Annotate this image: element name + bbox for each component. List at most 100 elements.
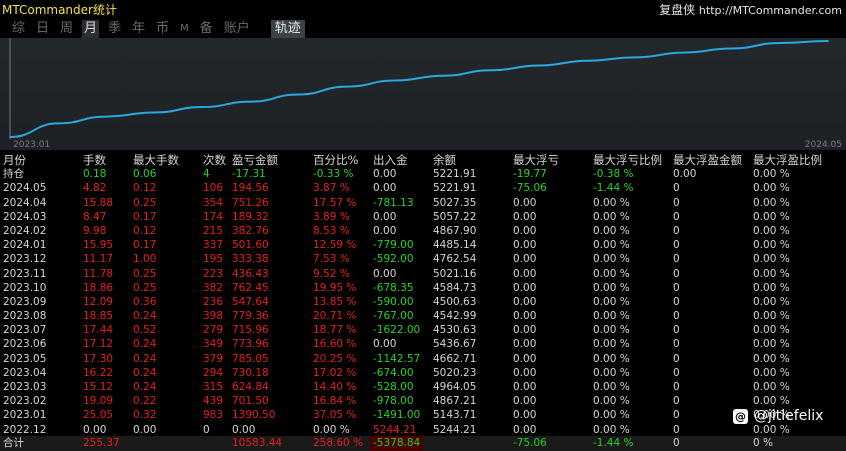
tab-trajectory[interactable]: 轨迹 bbox=[270, 20, 305, 38]
table-cell: 5221.91 bbox=[433, 168, 477, 181]
table-cell: 0.00 % bbox=[753, 295, 790, 308]
table-row: 2024.02 9.98 0.12 215 382.76 8.53 % 0.00 4867.9… bbox=[0, 224, 846, 238]
table-cell: 0.22 bbox=[133, 395, 157, 408]
table-cell: 354 bbox=[203, 196, 224, 209]
table-cell: 0 bbox=[673, 196, 680, 209]
table-cell: 5143.71 bbox=[433, 409, 477, 422]
app-title: MTCommander统计 bbox=[2, 3, 117, 17]
brand-url-link[interactable]: http://MTCommander.com bbox=[698, 4, 842, 17]
tab-3[interactable]: 月 bbox=[82, 20, 100, 38]
table-cell: 0.06 bbox=[133, 168, 157, 181]
total-cell: -5378.84 bbox=[370, 436, 424, 451]
table-cell: 8.47 bbox=[83, 210, 107, 223]
table-row: 2022.12 0.00 0.00 0 0.00 0.00 % 5244.21 5244.21… bbox=[0, 423, 846, 437]
table-cell: 0.00 % bbox=[753, 310, 790, 323]
table-cell: 0.18 bbox=[83, 168, 107, 181]
table-cell: 2023.02 bbox=[3, 395, 47, 408]
table-cell: 5221.91 bbox=[433, 182, 477, 195]
table-cell: 0 bbox=[673, 409, 680, 422]
table-cell: 106 bbox=[203, 182, 224, 195]
monthly-stats-table: 月份 手数 最大手数 次数 盈亏金额 百分比% 出入金 余额 最大浮亏 最大浮亏比例 最大浮盈金额最… bbox=[0, 153, 846, 437]
table-cell: 0 bbox=[673, 281, 680, 294]
table-cell: 2024.03 bbox=[3, 210, 47, 223]
table-cell: 785.05 bbox=[232, 352, 269, 365]
total-cell: 合计 bbox=[3, 437, 24, 449]
table-cell: 0.00 % bbox=[593, 310, 630, 323]
table-cell: 0.00 bbox=[133, 423, 157, 436]
table-cell: 月份 bbox=[3, 153, 26, 167]
tab-2[interactable]: 周 bbox=[60, 21, 74, 36]
total-cell: 0 bbox=[673, 437, 680, 449]
table-cell: 501.60 bbox=[232, 239, 269, 252]
table-cell: 5021.16 bbox=[433, 267, 477, 280]
equity-point bbox=[346, 85, 348, 88]
table-cell: 盈亏金额 bbox=[232, 153, 278, 167]
table-cell: -1142.57 bbox=[373, 352, 421, 365]
table-cell: 195 bbox=[203, 253, 224, 266]
table-cell: 0 bbox=[673, 366, 680, 379]
tab-9[interactable]: 账户 bbox=[223, 21, 250, 36]
brand[interactable]: 复盘侠 http://MTCommander.com bbox=[659, 1, 842, 18]
equity-point bbox=[779, 42, 781, 44]
table-cell: -1.44 % bbox=[593, 182, 634, 195]
equity-curve-svg bbox=[9, 38, 829, 139]
table-row: 2023.03 15.12 0.24 315 624.84 14.40 % -528.00 4… bbox=[0, 380, 846, 394]
table-cell: 4867.90 bbox=[433, 224, 477, 237]
table-cell: 0.00 % bbox=[753, 338, 790, 351]
table-cell: 0.17 bbox=[133, 210, 157, 223]
table-cell: 4964.05 bbox=[433, 381, 477, 393]
table-cell: 0.00 bbox=[373, 267, 397, 280]
table-cell: 0 bbox=[673, 267, 680, 280]
table-cell: 0.00 bbox=[373, 168, 397, 181]
tab-6[interactable]: 币 bbox=[156, 21, 170, 36]
table-cell: -1491.00 bbox=[373, 409, 421, 422]
table-cell: -592.00 bbox=[373, 253, 414, 266]
tab-5[interactable]: 年 bbox=[132, 21, 146, 36]
table-cell: 2023.08 bbox=[3, 310, 47, 323]
table-cell: 4867.21 bbox=[433, 395, 477, 408]
table-cell: -781.13 bbox=[373, 196, 414, 209]
table-cell: 0.00 bbox=[513, 324, 537, 337]
table-cell: 19.95 % bbox=[313, 281, 357, 294]
tab-7[interactable]: M bbox=[180, 23, 189, 34]
table-cell: 0 bbox=[673, 381, 680, 393]
table-cell: 0 bbox=[673, 352, 680, 365]
table-cell: 0.00 % bbox=[593, 239, 630, 252]
equity-point bbox=[201, 106, 204, 108]
table-cell: 0 bbox=[673, 210, 680, 223]
table-cell: 174 bbox=[203, 210, 224, 223]
tab-4[interactable]: 季 bbox=[108, 21, 122, 36]
table-row: 2023.09 12.09 0.36 236 547.64 13.85 % -590.00 4… bbox=[0, 295, 846, 309]
tab-1[interactable]: 日 bbox=[36, 21, 50, 36]
table-cell: 37.05 % bbox=[313, 409, 357, 422]
table-cell: 4662.71 bbox=[433, 352, 477, 365]
tab-8[interactable]: 备 bbox=[199, 21, 213, 36]
equity-point bbox=[538, 64, 541, 67]
table-cell: 0.00 bbox=[513, 366, 537, 379]
table-cell: 5436.67 bbox=[433, 338, 477, 351]
table-cell: 0.00 bbox=[673, 168, 697, 181]
table-cell: 0.00 bbox=[513, 338, 537, 351]
table-header: 月份 手数 最大手数 次数 盈亏金额 百分比% 出入金 余额 最大浮亏 最大浮亏比例 最大浮盈金额最… bbox=[0, 153, 846, 167]
table-cell: 0.00 bbox=[373, 224, 397, 237]
equity-chart bbox=[0, 38, 846, 150]
table-cell: -0.38 % bbox=[593, 168, 634, 181]
table-cell: 2024.02 bbox=[3, 224, 47, 237]
table-cell: 0 bbox=[673, 423, 680, 436]
table-cell: 4762.54 bbox=[433, 253, 477, 266]
table-cell: 25.05 bbox=[83, 409, 114, 422]
table-cell: 14.40 % bbox=[313, 381, 357, 393]
total-cell: 10583.44 bbox=[232, 437, 283, 449]
table-cell: -779.00 bbox=[373, 239, 414, 252]
table-cell: 0.00 % bbox=[753, 352, 790, 365]
title-bar: MTCommander统计 复盘侠 http://MTCommander.com bbox=[0, 0, 846, 17]
equity-point bbox=[442, 74, 444, 77]
tab-0[interactable]: 综 bbox=[12, 21, 26, 36]
table-cell: 百分比% bbox=[313, 153, 359, 167]
table-cell: 236 bbox=[203, 295, 224, 308]
equity-point bbox=[827, 40, 829, 42]
table-cell: 0.00 % bbox=[753, 210, 790, 223]
threads-logo-icon: @ bbox=[733, 408, 748, 424]
table-cell: 0.00 % bbox=[753, 281, 790, 294]
table-cell: 15.88 bbox=[83, 196, 114, 209]
